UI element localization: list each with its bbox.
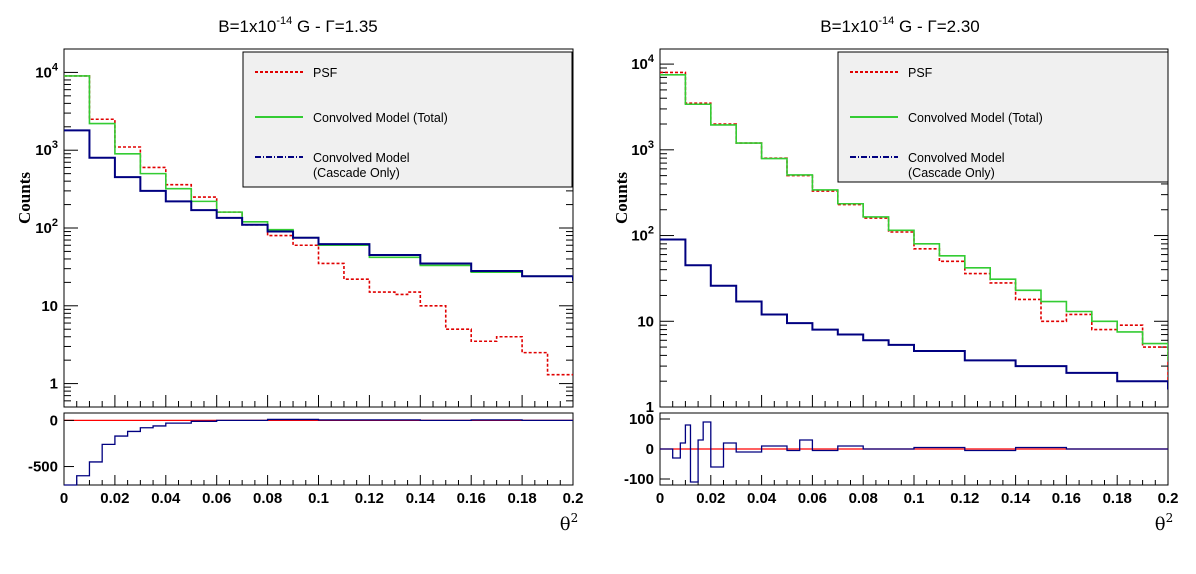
y-tick-label: 104 <box>631 53 655 73</box>
y-tick-mantissa: 10 <box>631 142 648 159</box>
legend-entry-1: PSF <box>313 66 338 80</box>
title-exponent: -14 <box>276 15 292 27</box>
x-tick-label: 0.02 <box>100 490 129 507</box>
legend-entry-2: Convolved Model (Total) <box>908 111 1043 125</box>
residual-series-line <box>660 421 1168 483</box>
residual-y-tick-label: 100 <box>629 411 654 428</box>
y-tick-exponent: 3 <box>648 139 654 151</box>
legend-entry-3: Convolved Model <box>313 151 410 165</box>
y-tick-label: 103 <box>35 139 58 159</box>
series-line-convolved-model-total <box>660 74 1168 361</box>
x-tick-label: 0.1 <box>904 490 925 507</box>
chart-title: B=1x10-14 G - Γ=1.35 <box>218 15 377 36</box>
y-tick-label: 10 <box>637 313 654 330</box>
legend-entry-4: (Cascade Only) <box>908 166 995 180</box>
x-tick-label: 0.06 <box>798 490 827 507</box>
residual-series-line <box>64 418 573 486</box>
residual-plot-frame <box>63 412 574 486</box>
residual-y-tick-label: -100 <box>624 471 654 488</box>
legend-entry-4: (Cascade Only) <box>313 166 400 180</box>
x-axis-label: θ2 <box>560 511 578 535</box>
x-tick-label: 0.18 <box>507 490 536 507</box>
chart-title: B=1x10-14 G - Γ=2.30 <box>820 15 979 36</box>
y-tick-label: 102 <box>35 217 58 237</box>
x-tick-label: 0.12 <box>950 490 979 507</box>
y-tick-label: 104 <box>35 61 59 81</box>
x-tick-label: 0.04 <box>151 490 181 507</box>
y-tick-exponent: 4 <box>52 61 59 73</box>
x-tick-label: 0 <box>656 490 664 507</box>
title-suffix: G - Γ=1.35 <box>292 17 377 36</box>
legend-box <box>242 51 573 188</box>
y-tick-mantissa: 10 <box>631 228 648 245</box>
title-prefix: B=1x10 <box>820 17 878 36</box>
y-tick-mantissa: 10 <box>35 220 52 237</box>
x-tick-label: 0.14 <box>406 490 436 507</box>
x-tick-label: 0.2 <box>1158 490 1179 507</box>
series-line-convolved-model-cascade-only <box>660 238 1168 390</box>
x-tick-label: 0.16 <box>1052 490 1081 507</box>
y-tick-label: 1 <box>646 399 654 416</box>
x-axis-label-exponent: 2 <box>1166 511 1174 525</box>
x-axis-label: θ2 <box>1155 511 1173 535</box>
y-tick-exponent: 2 <box>648 225 654 237</box>
x-tick-label: 0.06 <box>202 490 231 507</box>
x-axis-label-exponent: 2 <box>571 511 579 525</box>
x-tick-label: 0.04 <box>747 490 777 507</box>
y-tick-label: 102 <box>631 225 654 245</box>
residual-y-tick-label: 0 <box>50 412 58 429</box>
y-tick-mantissa: 10 <box>35 64 52 81</box>
x-tick-label: 0.02 <box>696 490 725 507</box>
x-axis-label-symbol: θ <box>560 514 571 535</box>
legend-entry-3: Convolved Model <box>908 151 1005 165</box>
series-line-psf <box>64 75 573 376</box>
title-suffix: G - Γ=2.30 <box>894 17 979 36</box>
y-tick-label: 103 <box>631 139 654 159</box>
title-exponent: -14 <box>878 15 894 27</box>
y-tick-mantissa: 10 <box>35 142 52 159</box>
x-tick-label: 0.12 <box>355 490 384 507</box>
y-tick-exponent: 3 <box>52 139 58 151</box>
legend: PSF Convolved Model (Total) Convolved Mode… <box>242 51 573 188</box>
x-tick-label: 0.08 <box>849 490 878 507</box>
y-axis-label: Counts <box>612 172 631 224</box>
x-tick-label: 0 <box>60 490 68 507</box>
y-tick-mantissa: 10 <box>631 56 648 73</box>
y-axis-label: Counts <box>15 172 34 224</box>
legend-entry-2: Convolved Model (Total) <box>313 111 448 125</box>
legend: PSF Convolved Model (Total) Convolved Mode… <box>837 51 1169 183</box>
x-axis-label-symbol: θ <box>1155 514 1166 535</box>
x-tick-label: 0.2 <box>563 490 584 507</box>
y-tick-exponent: 2 <box>52 217 58 229</box>
residual-y-tick-label: 0 <box>646 441 654 458</box>
x-tick-label: 0.16 <box>457 490 486 507</box>
x-tick-label: 0.14 <box>1001 490 1031 507</box>
y-tick-label: 10 <box>41 298 58 315</box>
y-tick-exponent: 4 <box>648 53 655 65</box>
series-line-convolved-model-cascade-only <box>64 129 573 281</box>
y-tick-label: 1 <box>50 376 58 393</box>
x-tick-label: 0.18 <box>1103 490 1132 507</box>
title-prefix: B=1x10 <box>218 17 276 36</box>
residual-y-tick-label: -500 <box>28 459 58 476</box>
x-tick-label: 0.1 <box>308 490 329 507</box>
x-tick-label: 0.08 <box>253 490 282 507</box>
legend-entry-1: PSF <box>908 66 933 80</box>
